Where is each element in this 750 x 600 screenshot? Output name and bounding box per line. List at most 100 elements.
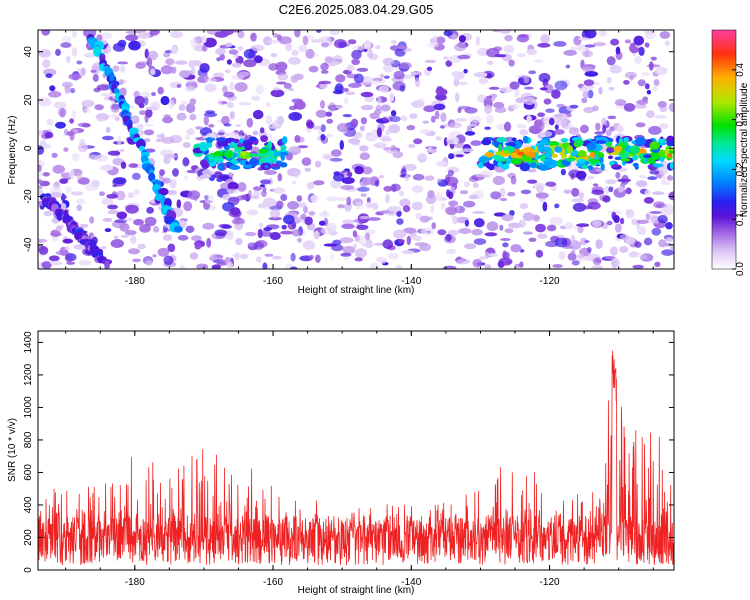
spectrogram-cell bbox=[425, 194, 437, 205]
spectrogram-cell bbox=[606, 76, 612, 84]
spectrogram-cell bbox=[324, 56, 334, 63]
spectrogram-cell bbox=[288, 105, 297, 111]
spectrogram-cell bbox=[594, 131, 605, 135]
spectrogram-cell bbox=[661, 249, 674, 256]
spectrogram-cell bbox=[359, 215, 370, 220]
spectrogram-cell bbox=[69, 118, 74, 124]
spectrogram-cell bbox=[348, 138, 361, 144]
spectrogram-band-cell bbox=[543, 160, 554, 166]
spectrogram-cell bbox=[183, 201, 193, 212]
spectrogram-cell bbox=[372, 202, 379, 211]
spectrogram-cell bbox=[61, 36, 72, 44]
spectrogram-cell bbox=[134, 95, 145, 106]
spectrogram-cell bbox=[533, 214, 541, 223]
spectrogram-cell bbox=[380, 104, 391, 112]
spectrogram-cell bbox=[320, 100, 325, 109]
spectrogram-cell bbox=[182, 157, 190, 167]
spectrogram-cell bbox=[528, 237, 537, 242]
spectrogram-cell bbox=[539, 87, 548, 91]
spectrogram-cell bbox=[396, 218, 404, 225]
spectrogram-cell bbox=[553, 129, 565, 135]
spectrogram-cell bbox=[516, 34, 530, 43]
spectrogram-cell bbox=[509, 47, 515, 54]
spectrogram-cell bbox=[191, 235, 202, 242]
spectrogram-cell bbox=[330, 149, 342, 157]
spectrogram-cell bbox=[271, 255, 282, 260]
spectrogram-cell bbox=[315, 109, 327, 118]
spectrogram-cell bbox=[460, 148, 475, 153]
spectrogram-cell bbox=[229, 110, 235, 120]
spectrogram-cell bbox=[670, 245, 674, 251]
spectrogram-cell bbox=[53, 101, 67, 109]
spectrogram-cell bbox=[534, 59, 544, 63]
spectrogram-cell bbox=[536, 185, 544, 193]
spectrogram-band-cell bbox=[560, 138, 569, 143]
spectrogram-band-cell bbox=[281, 136, 288, 145]
spectrogram-cell bbox=[524, 86, 534, 90]
spectrogram-cell bbox=[133, 218, 144, 226]
spectrogram-cell bbox=[230, 207, 241, 216]
spectrogram-cell bbox=[560, 168, 567, 176]
spectrogram-cell bbox=[266, 101, 271, 107]
spectrogram-cell bbox=[644, 42, 650, 48]
spectrogram-cell bbox=[41, 261, 52, 269]
spectrogram-cell bbox=[393, 70, 405, 80]
spectrogram-cell bbox=[632, 264, 644, 269]
spectrogram-cell bbox=[43, 210, 53, 217]
spectrogram-cell bbox=[618, 186, 624, 193]
spectrogram-cell bbox=[553, 41, 567, 47]
spectrogram-cell bbox=[335, 104, 343, 109]
spectrogram-cell bbox=[426, 66, 433, 72]
spectrogram-cell bbox=[100, 92, 113, 97]
spectrogram-band-cell bbox=[205, 137, 216, 142]
spectrogram-cell bbox=[251, 95, 261, 101]
spectrogram-cell bbox=[238, 46, 244, 51]
spectrogram-cell bbox=[341, 177, 355, 184]
spectrogram-cell bbox=[330, 179, 341, 189]
spectrogram-cell bbox=[301, 157, 312, 166]
spectrogram-cell bbox=[38, 97, 52, 107]
spectrogram-cell bbox=[445, 206, 458, 215]
spectrogram-trace-cell bbox=[104, 260, 110, 269]
spectrogram-cell bbox=[490, 191, 502, 200]
spectrogram-cell bbox=[332, 55, 343, 65]
spectrogram-cell bbox=[297, 237, 302, 243]
spectrogram-cell bbox=[354, 166, 364, 175]
spectrogram-cell bbox=[440, 202, 446, 210]
spectrogram-cell bbox=[388, 206, 402, 212]
spectrogram-cell bbox=[435, 36, 446, 44]
spectrogram-cell bbox=[190, 37, 197, 48]
spectrogram-cell bbox=[114, 219, 127, 224]
spectrogram-cell bbox=[61, 81, 73, 88]
spectrogram-cell bbox=[602, 195, 611, 203]
spectrogram-cell bbox=[508, 59, 515, 67]
spectrogram-cell bbox=[55, 121, 66, 129]
spectrogram-band-cell bbox=[279, 162, 288, 168]
spectrogram-cell bbox=[437, 229, 447, 236]
spectrogram-cell bbox=[66, 131, 75, 136]
spectrogram-cell bbox=[360, 193, 367, 198]
spectrogram-cell bbox=[363, 39, 371, 50]
spectrogram-cell bbox=[320, 70, 329, 74]
spectrogram-cell bbox=[150, 68, 156, 76]
spectrogram-cell bbox=[636, 219, 650, 224]
spectrogram-cell bbox=[326, 222, 337, 233]
spectrogram-cell bbox=[137, 32, 151, 39]
spectrogram-cell bbox=[592, 42, 606, 47]
spectrogram-cell bbox=[616, 125, 624, 133]
colorbar-ticks: 0.0 0.1 0.2 0.3 0.4 bbox=[732, 62, 746, 276]
spectrogram-cell bbox=[38, 184, 43, 190]
spectrogram-cell bbox=[647, 176, 658, 181]
spectrogram-cell bbox=[268, 216, 283, 221]
spectrogram-band-cell bbox=[477, 162, 484, 169]
spectrogram-cell bbox=[362, 166, 373, 175]
spectrogram-trace-cell bbox=[173, 225, 183, 233]
colorbar-label: Normalized spectral amplitude bbox=[739, 82, 750, 217]
spectrogram-cell bbox=[117, 61, 129, 65]
spectrogram-cell bbox=[613, 215, 620, 223]
spectrogram-cell bbox=[262, 197, 276, 207]
spectrogram-band-cell bbox=[666, 140, 674, 147]
spectrogram-cell bbox=[652, 86, 658, 92]
snr-y-tick-label: 1200 bbox=[23, 363, 34, 386]
